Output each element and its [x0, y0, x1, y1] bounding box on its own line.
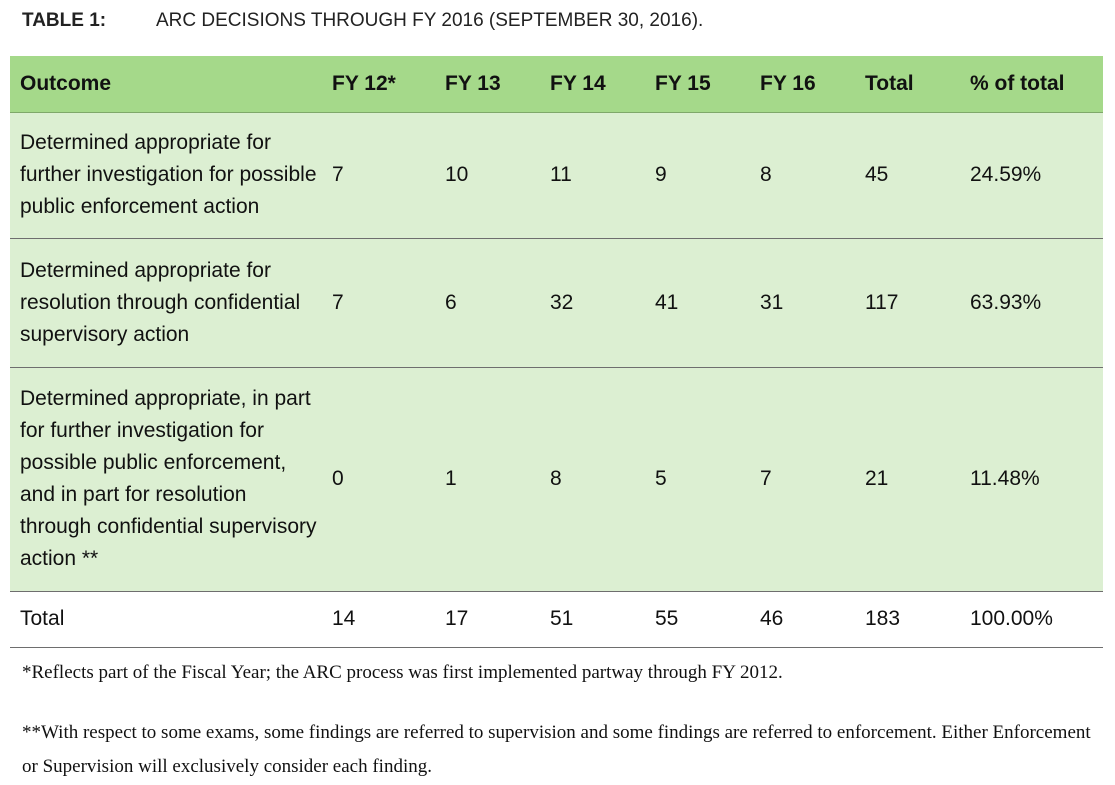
header-fy12: FY 12* — [322, 56, 435, 113]
cell-fy14: 11 — [540, 112, 645, 239]
cell-fy15: 5 — [645, 367, 750, 592]
header-percent: % of total — [960, 56, 1103, 113]
header-fy14: FY 14 — [540, 56, 645, 113]
total-fy15: 55 — [645, 591, 750, 648]
table-caption-title: ARC DECISIONS THROUGH FY 2016 (SEPTEMBER… — [156, 10, 704, 31]
cell-percent: 24.59% — [960, 112, 1103, 239]
total-fy12: 14 — [322, 591, 435, 648]
cell-fy15: 9 — [645, 112, 750, 239]
table-header-row: Outcome FY 12* FY 13 FY 14 FY 15 FY 16 T… — [10, 56, 1103, 113]
header-fy15: FY 15 — [645, 56, 750, 113]
footnote-exams: **With respect to some exams, some findi… — [22, 722, 1091, 777]
cell-fy16: 31 — [750, 238, 855, 368]
cell-fy14: 32 — [540, 238, 645, 368]
cell-fy16: 8 — [750, 112, 855, 239]
cell-percent: 63.93% — [960, 238, 1103, 368]
cell-fy12: 0 — [322, 367, 435, 592]
cell-fy13: 6 — [435, 238, 540, 368]
cell-fy16: 7 — [750, 367, 855, 592]
total-fy13: 17 — [435, 591, 540, 648]
cell-fy14: 8 — [540, 367, 645, 592]
cell-fy15: 41 — [645, 238, 750, 368]
total-fy14: 51 — [540, 591, 645, 648]
total-total: 183 — [855, 591, 960, 648]
cell-fy12: 7 — [322, 112, 435, 239]
arc-decisions-table: Outcome FY 12* FY 13 FY 14 FY 15 FY 16 T… — [10, 56, 1103, 648]
table-caption-label: TABLE 1: — [22, 10, 107, 31]
table-total-row: Total 14 17 51 55 46 183 100.00% — [10, 591, 1103, 648]
cell-total: 45 — [855, 112, 960, 239]
total-fy16: 46 — [750, 591, 855, 648]
row-outcome: Determined appropriate, in part for furt… — [10, 367, 322, 592]
cell-total: 21 — [855, 367, 960, 592]
cell-fy12: 7 — [322, 238, 435, 368]
header-fy16: FY 16 — [750, 56, 855, 113]
table-caption: TABLE 1: ARC DECISIONS THROUGH FY 2016 (S… — [22, 9, 703, 33]
cell-fy13: 1 — [435, 367, 540, 592]
cell-total: 117 — [855, 238, 960, 368]
table-row: Determined appropriate, in part for furt… — [10, 367, 1103, 592]
total-label: Total — [10, 591, 322, 648]
footnote-fiscal-year: *Reflects part of the Fiscal Year; the A… — [22, 662, 783, 683]
header-outcome: Outcome — [10, 56, 322, 113]
total-percent: 100.00% — [960, 591, 1103, 648]
row-outcome: Determined appropriate for further inves… — [10, 112, 322, 239]
table-row: Determined appropriate for further inves… — [10, 112, 1103, 239]
cell-fy13: 10 — [435, 112, 540, 239]
table-row: Determined appropriate for resolution th… — [10, 238, 1103, 368]
header-fy13: FY 13 — [435, 56, 540, 113]
cell-percent: 11.48% — [960, 367, 1103, 592]
header-total: Total — [855, 56, 960, 113]
row-outcome: Determined appropriate for resolution th… — [10, 238, 322, 368]
